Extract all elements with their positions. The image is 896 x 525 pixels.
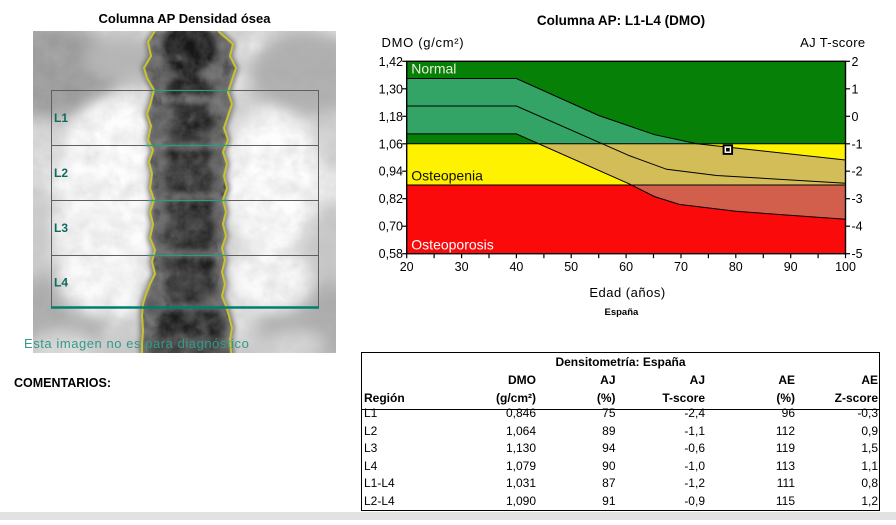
svg-text:60: 60	[619, 260, 633, 274]
svg-text:0,94: 0,94	[379, 165, 403, 179]
svg-text:1,42: 1,42	[379, 55, 403, 69]
svg-text:España: España	[605, 307, 640, 318]
svg-text:0,70: 0,70	[379, 220, 403, 234]
svg-text:2: 2	[852, 55, 859, 69]
svg-text:L4: L4	[54, 276, 68, 290]
svg-text:1: 1	[852, 82, 859, 96]
svg-text:L2: L2	[54, 166, 68, 180]
svg-text:80: 80	[729, 260, 743, 274]
svg-text:-5: -5	[852, 247, 863, 261]
svg-text:90: 90	[784, 260, 798, 274]
svg-text:-1: -1	[852, 137, 863, 151]
svg-text:0,82: 0,82	[379, 192, 403, 206]
svg-text:0: 0	[852, 110, 859, 124]
svg-text:0,58: 0,58	[379, 247, 403, 261]
svg-text:1,06: 1,06	[379, 137, 403, 151]
svg-text:30: 30	[455, 260, 469, 274]
svg-text:1,30: 1,30	[379, 82, 403, 96]
svg-text:1,18: 1,18	[379, 110, 403, 124]
svg-text:70: 70	[674, 260, 688, 274]
svg-text:Edad (años): Edad (años)	[589, 285, 665, 300]
svg-text:-2: -2	[852, 165, 863, 179]
svg-text:100: 100	[835, 260, 856, 274]
svg-text:20: 20	[400, 260, 414, 274]
svg-text:-3: -3	[852, 192, 863, 206]
svg-text:Normal: Normal	[411, 61, 456, 77]
svg-text:L3: L3	[54, 221, 68, 235]
svg-text:DMO (g/cm²): DMO (g/cm²)	[382, 35, 465, 50]
svg-text:Osteoporosis: Osteoporosis	[411, 237, 493, 253]
svg-text:50: 50	[564, 260, 578, 274]
svg-text:L1: L1	[54, 111, 68, 125]
svg-text:-4: -4	[852, 220, 863, 234]
svg-text:Osteopenia: Osteopenia	[411, 168, 483, 184]
svg-text:Columna AP: L1-L4 (DMO): Columna AP: L1-L4 (DMO)	[537, 13, 705, 28]
svg-text:40: 40	[509, 260, 523, 274]
svg-text:AJ T-score: AJ T-score	[800, 35, 865, 50]
